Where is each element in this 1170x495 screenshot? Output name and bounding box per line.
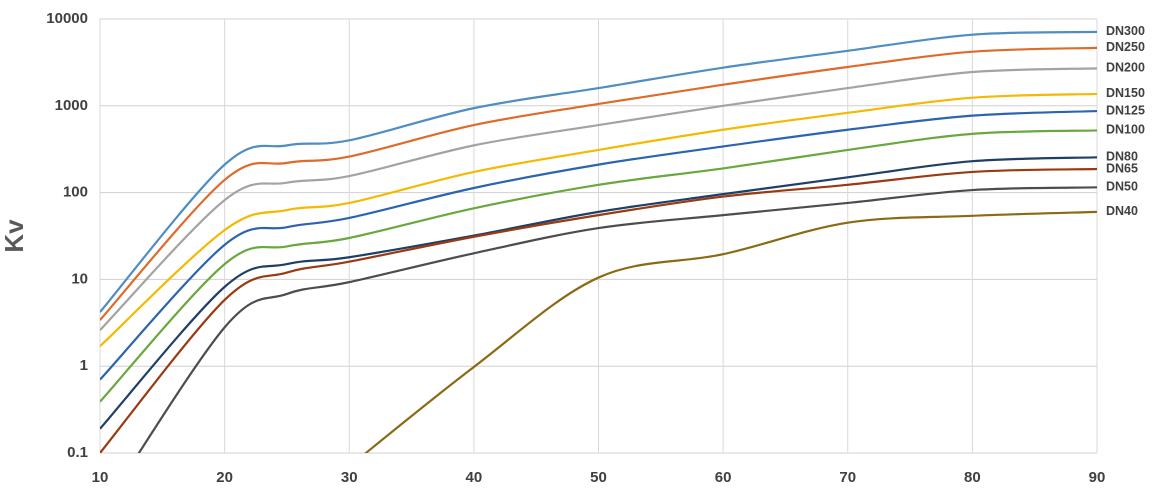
lines [100,30,1097,453]
y-tick-label: 10000 [46,10,88,27]
y-tick-label: 1000 [55,97,88,114]
x-tick-label: 10 [92,469,109,486]
series-label: DN150 [1106,86,1145,100]
series-label: DN40 [1106,204,1138,218]
series-label: DN250 [1106,40,1145,54]
x-tick-label: 80 [964,469,981,486]
series-line [100,129,1097,403]
series-line [137,186,1097,453]
grid [99,18,1098,454]
x-tick-label: 40 [466,469,483,486]
series-line [100,30,1097,313]
series-label: DN80 [1106,150,1138,164]
series-label: DN65 [1106,161,1138,175]
y-tick-label: 0.1 [67,444,88,461]
labels: 0.1 1 10 100 1000 10000 10 20 30 40 50 60 70 80 90 DN30… [46,10,1145,486]
series-label: DN100 [1106,123,1145,137]
series-label: DN200 [1106,61,1145,75]
series-label: DN125 [1106,103,1145,117]
y-tick-label: 1 [80,357,88,374]
y-axis-label: Kv [0,219,29,253]
series-label: DN300 [1106,24,1145,38]
x-tick-label: 90 [1089,469,1106,486]
x-tick-label: 20 [216,469,233,486]
series-line [100,156,1097,430]
x-tick-label: 70 [839,469,856,486]
series-label: DN50 [1106,180,1138,194]
series-line [100,92,1097,348]
series-line [364,210,1097,453]
x-tick-label: 60 [715,469,732,486]
series-line [100,167,1097,453]
x-tick-label: 50 [590,469,607,486]
series-line [100,67,1097,331]
x-tick-label: 30 [341,469,358,486]
series-line [100,109,1097,381]
y-tick-label: 100 [63,184,88,201]
series-line [100,46,1097,321]
y-tick-label: 10 [71,270,88,287]
